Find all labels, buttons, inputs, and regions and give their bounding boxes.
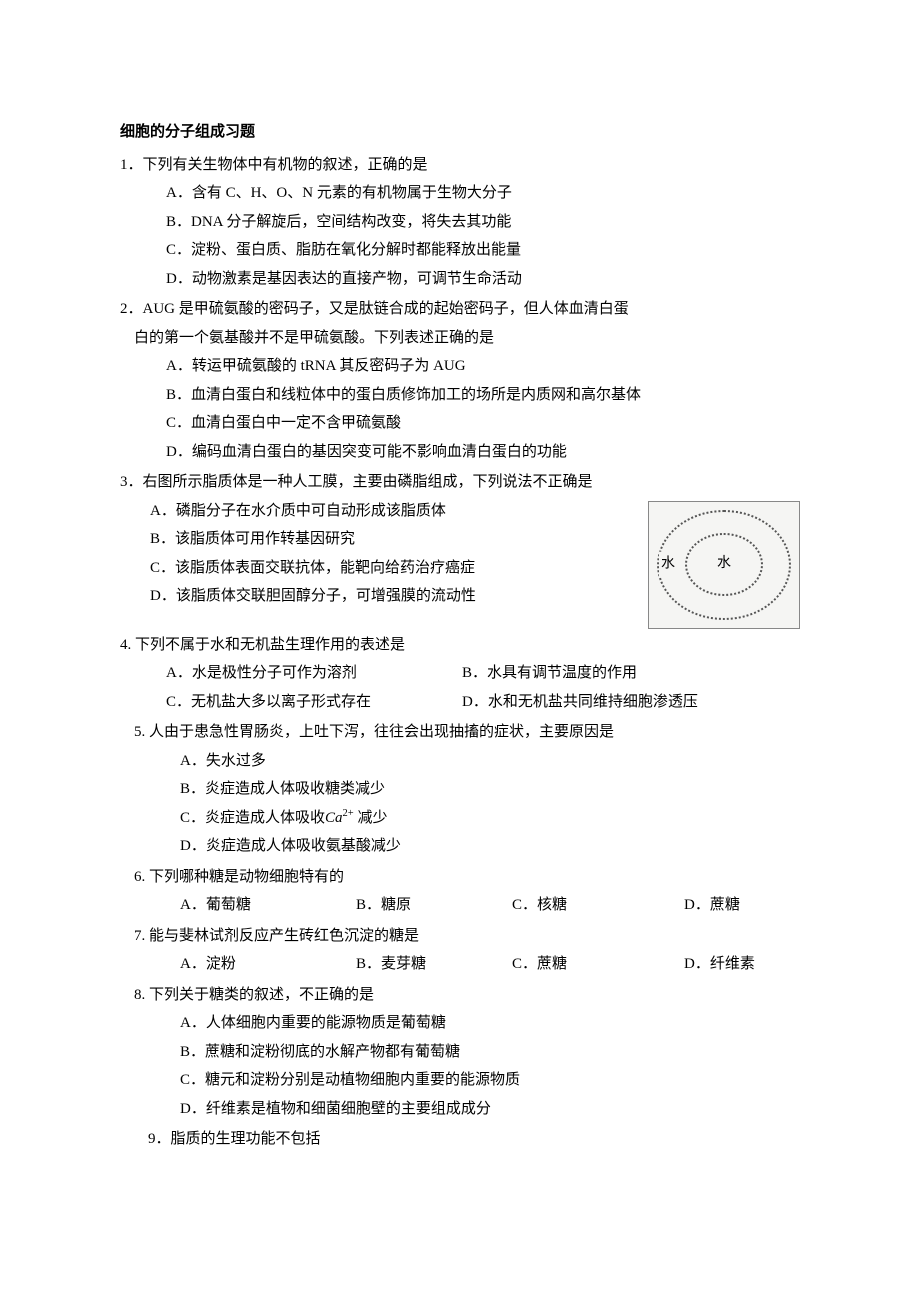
q4-option-d: D．水和无机盐共同维持细胞渗透压	[462, 688, 698, 717]
question-1: 1．下列有关生物体中有机物的叙述，正确的是 A．含有 C、H、O、N 元素的有机…	[120, 151, 800, 294]
q2-option-d: D．编码血清白蛋白的基因突变可能不影响血清白蛋白的功能	[120, 438, 800, 467]
q8-option-d: D．纤维素是植物和细菌细胞壁的主要组成成分	[134, 1095, 800, 1124]
q5-c-post: 减少	[354, 810, 388, 826]
q1-option-b: B．DNA 分子解旋后，空间结构改变，将失去其功能	[120, 208, 800, 237]
q2-option-c: C．血清白蛋白中一定不含甲硫氨酸	[120, 409, 800, 438]
q2-text-line1: 2．AUG 是甲硫氨酸的密码子，又是肽链合成的起始密码子，但人体血清白蛋	[120, 295, 800, 324]
q8-option-b: B．蔗糖和淀粉彻底的水解产物都有葡萄糖	[134, 1038, 800, 1067]
question-4: 4. 下列不属于水和无机盐生理作用的表述是 A．水是极性分子可作为溶剂 B．水具…	[120, 631, 800, 717]
liposome-inner-ring: 水	[685, 533, 763, 597]
question-7: 7. 能与斐林试剂反应产生砖红色沉淀的糖是 A．淀粉 B．麦芽糖 C．蔗糖 D．…	[120, 922, 800, 979]
q9-text: 9．脂质的生理功能不包括	[148, 1125, 800, 1154]
question-5: 5. 人由于患急性胃肠炎，上吐下泻，往往会出现抽搐的症状，主要原因是 A．失水过…	[120, 718, 800, 861]
q5-option-b: B．炎症造成人体吸收糖类减少	[134, 775, 800, 804]
q6-option-a: A．葡萄糖	[180, 891, 356, 920]
q6-option-c: C．核糖	[512, 891, 684, 920]
q4-option-c: C．无机盐大多以离子形式存在	[166, 688, 462, 717]
q7-text: 7. 能与斐林试剂反应产生砖红色沉淀的糖是	[134, 922, 800, 951]
q4-option-a: A．水是极性分子可作为溶剂	[166, 659, 462, 688]
q4-text: 4. 下列不属于水和无机盐生理作用的表述是	[120, 631, 800, 660]
q7-option-d: D．纤维素	[684, 950, 755, 979]
q5-option-c: C．炎症造成人体吸收Ca2+ 减少	[134, 804, 800, 833]
q5-c-var: Ca	[325, 810, 343, 826]
question-3: 3．右图所示脂质体是一种人工膜，主要由磷脂组成，下列说法不正确是 水 水 A．磷…	[120, 468, 800, 629]
q7-option-c: C．蔗糖	[512, 950, 684, 979]
q6-option-d: D．蔗糖	[684, 891, 740, 920]
q2-text-line2: 白的第一个氨基酸并不是甲硫氨酸。下列表述正确的是	[120, 324, 800, 353]
question-6: 6. 下列哪种糖是动物细胞特有的 A．葡萄糖 B．糖原 C．核糖 D．蔗糖	[120, 863, 800, 920]
q6-option-b: B．糖原	[356, 891, 512, 920]
q7-option-a: A．淀粉	[180, 950, 356, 979]
q7-row: A．淀粉 B．麦芽糖 C．蔗糖 D．纤维素	[134, 950, 800, 979]
q2-option-a: A．转运甲硫氨酸的 tRNA 其反密码子为 AUG	[120, 352, 800, 381]
worksheet-title: 细胞的分子组成习题	[120, 118, 800, 147]
q8-text: 8. 下列关于糖类的叙述，不正确的是	[134, 981, 800, 1010]
q1-text: 1．下列有关生物体中有机物的叙述，正确的是	[120, 151, 800, 180]
liposome-outer-label: 水	[659, 551, 677, 578]
q5-option-d: D．炎症造成人体吸收氨基酸减少	[134, 832, 800, 861]
q6-text: 6. 下列哪种糖是动物细胞特有的	[134, 863, 800, 892]
question-8: 8. 下列关于糖类的叙述，不正确的是 A．人体细胞内重要的能源物质是葡萄糖 B．…	[120, 981, 800, 1124]
q6-row: A．葡萄糖 B．糖原 C．核糖 D．蔗糖	[134, 891, 800, 920]
q1-option-c: C．淀粉、蛋白质、脂肪在氧化分解时都能释放出能量	[120, 236, 800, 265]
q8-option-a: A．人体细胞内重要的能源物质是葡萄糖	[134, 1009, 800, 1038]
q1-option-a: A．含有 C、H、O、N 元素的有机物属于生物大分子	[120, 179, 800, 208]
q5-c-pre: C．炎症造成人体吸收	[180, 810, 325, 826]
q5-option-a: A．失水过多	[134, 747, 800, 776]
q3-text: 3．右图所示脂质体是一种人工膜，主要由磷脂组成，下列说法不正确是	[120, 468, 800, 497]
liposome-figure: 水 水	[648, 501, 800, 629]
q4-option-b: B．水具有调节温度的作用	[462, 659, 637, 688]
q4-row-cd: C．无机盐大多以离子形式存在 D．水和无机盐共同维持细胞渗透压	[120, 688, 800, 717]
q2-option-b: B．血清白蛋白和线粒体中的蛋白质修饰加工的场所是内质网和高尔基体	[120, 381, 800, 410]
question-2: 2．AUG 是甲硫氨酸的密码子，又是肽链合成的起始密码子，但人体血清白蛋 白的第…	[120, 295, 800, 466]
q5-text: 5. 人由于患急性胃肠炎，上吐下泻，往往会出现抽搐的症状，主要原因是	[134, 718, 800, 747]
liposome-outer-ring: 水	[657, 510, 791, 620]
question-9: 9．脂质的生理功能不包括	[120, 1125, 800, 1154]
q8-option-c: C．糖元和淀粉分别是动植物细胞内重要的能源物质	[134, 1066, 800, 1095]
q5-c-sup: 2+	[343, 808, 354, 819]
q7-option-b: B．麦芽糖	[356, 950, 512, 979]
q1-option-d: D．动物激素是基因表达的直接产物，可调节生命活动	[120, 265, 800, 294]
q4-row-ab: A．水是极性分子可作为溶剂 B．水具有调节温度的作用	[120, 659, 800, 688]
